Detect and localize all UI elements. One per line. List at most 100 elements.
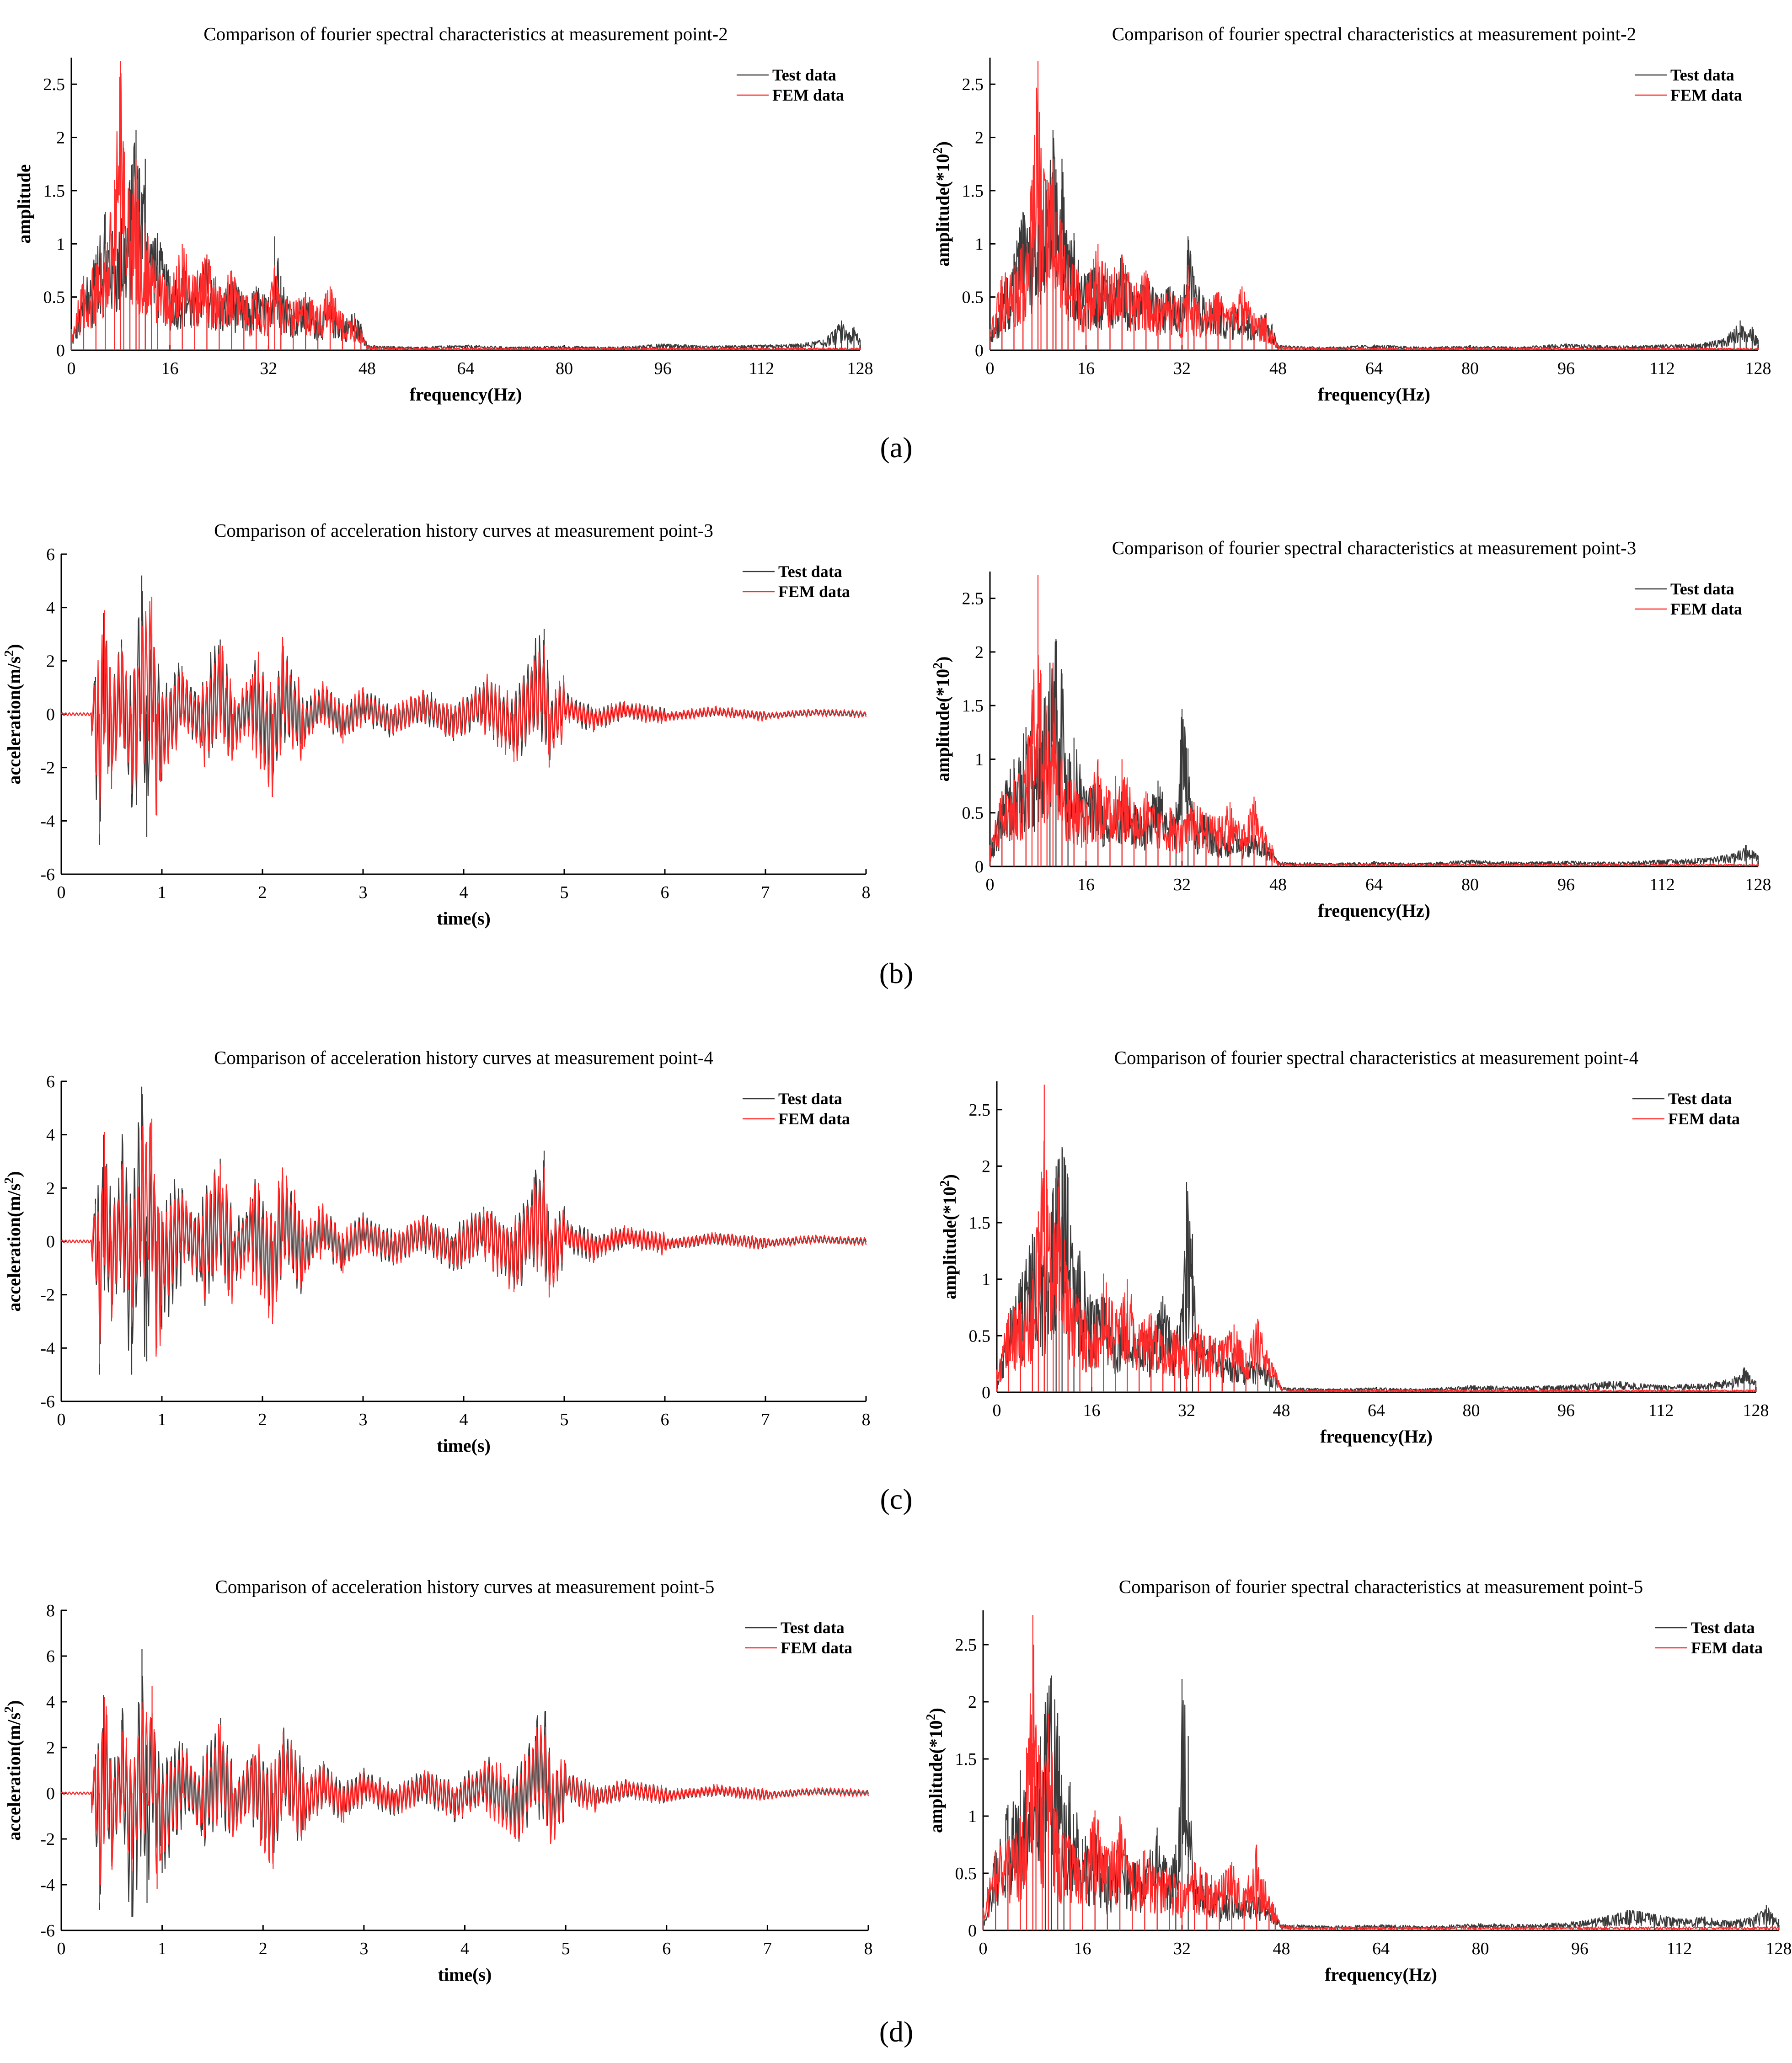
x-tick-label: 48 xyxy=(1269,359,1287,378)
x-tick-label: 112 xyxy=(1667,1939,1692,1958)
y-axis-label: amplitude xyxy=(14,164,34,243)
x-tick-label: 6 xyxy=(661,1410,669,1429)
x-tick-label: 64 xyxy=(457,359,475,378)
x-tick-label: 80 xyxy=(1472,1939,1489,1958)
chart-panel-1: Comparison of fourier spectral character… xyxy=(14,23,873,405)
x-tick-label: 48 xyxy=(1269,875,1287,894)
series-line-test xyxy=(70,142,861,350)
x-tick-label: 7 xyxy=(763,1939,772,1958)
x-tick-label: 16 xyxy=(1074,1939,1091,1958)
y-axis-label: acceleration(m/s2) xyxy=(2,1171,25,1311)
y-axis-label: amplitude(*102) xyxy=(938,1174,960,1299)
x-tick-label: 32 xyxy=(1173,875,1191,894)
chart-panel-5: Comparison of acceleration history curve… xyxy=(2,1047,871,1456)
legend-label: FEM data xyxy=(772,86,844,104)
y-tick-label: 2 xyxy=(975,128,984,148)
x-tick-label: 64 xyxy=(1372,1939,1390,1958)
x-tick-label: 5 xyxy=(562,1939,570,1958)
y-tick-label: 0.5 xyxy=(43,288,65,307)
y-tick-label: 0 xyxy=(46,1784,55,1803)
chart-title: Comparison of acceleration history curve… xyxy=(214,520,713,541)
x-tick-label: 16 xyxy=(1077,359,1095,378)
x-tick-label: 128 xyxy=(1766,1939,1792,1958)
chart-title: Comparison of acceleration history curve… xyxy=(214,1047,713,1068)
x-tick-label: 0 xyxy=(986,359,995,378)
y-tick-label: -2 xyxy=(40,1286,55,1305)
legend-label: Test data xyxy=(778,1090,842,1108)
x-tick-label: 48 xyxy=(1273,1939,1290,1958)
x-tick-label: 128 xyxy=(1745,359,1771,378)
x-tick-label: 112 xyxy=(1649,359,1675,378)
legend-label: FEM data xyxy=(778,1110,850,1128)
x-tick-label: 4 xyxy=(460,1939,469,1958)
y-tick-label: 2 xyxy=(982,1157,990,1176)
y-tick-label: 0 xyxy=(968,1921,977,1940)
series-line-fem xyxy=(61,601,867,815)
y-tick-label: 4 xyxy=(46,1693,55,1712)
x-tick-label: 4 xyxy=(460,883,468,902)
series-line-fem xyxy=(989,655,1759,866)
y-tick-label: 6 xyxy=(46,1647,55,1666)
x-tick-label: 80 xyxy=(1461,875,1479,894)
y-tick-label: 1.5 xyxy=(962,696,984,716)
x-tick-label: 2 xyxy=(259,1939,267,1958)
series-line-fem xyxy=(61,1122,867,1357)
x-tick-label: 0 xyxy=(57,1939,66,1958)
x-tick-label: 96 xyxy=(1557,875,1575,894)
x-tick-label: 96 xyxy=(1557,359,1575,378)
x-axis-label: frequency(Hz) xyxy=(410,384,522,405)
y-axis-label: amplitude(*102) xyxy=(931,656,953,781)
legend-label: Test data xyxy=(1691,1619,1755,1637)
y-tick-label: 2 xyxy=(975,643,984,662)
chart-panel-8: Comparison of fourier spectral character… xyxy=(924,1576,1792,1985)
y-tick-label: 2 xyxy=(968,1693,977,1712)
x-tick-label: 48 xyxy=(1273,1401,1290,1420)
y-tick-label: -4 xyxy=(40,1339,55,1358)
y-tick-label: -2 xyxy=(40,759,55,778)
chart-title: Comparison of fourier spectral character… xyxy=(203,23,727,44)
x-tick-label: 128 xyxy=(1743,1401,1769,1420)
x-tick-label: 3 xyxy=(359,1939,368,1958)
y-tick-label: 2 xyxy=(46,1179,55,1198)
chart-title: Comparison of fourier spectral character… xyxy=(1112,23,1636,44)
x-tick-label: 112 xyxy=(1649,875,1675,894)
x-axis-label: frequency(Hz) xyxy=(1325,1964,1437,1985)
chart-title: Comparison of fourier spectral character… xyxy=(1114,1047,1638,1068)
x-tick-label: 0 xyxy=(67,359,76,378)
y-axis-label: amplitude(*102) xyxy=(924,1708,947,1833)
x-tick-label: 64 xyxy=(1365,875,1383,894)
x-tick-label: 32 xyxy=(1173,359,1191,378)
x-axis-label: frequency(Hz) xyxy=(1318,384,1430,405)
x-tick-label: 3 xyxy=(359,883,368,902)
x-axis-label: time(s) xyxy=(438,1964,492,1985)
x-tick-label: 0 xyxy=(986,875,995,894)
x-tick-label: 48 xyxy=(358,359,376,378)
x-tick-label: 5 xyxy=(560,1410,569,1429)
x-tick-label: 80 xyxy=(556,359,573,378)
y-tick-label: 1 xyxy=(975,750,984,769)
y-tick-label: 0 xyxy=(56,341,65,360)
legend-label: FEM data xyxy=(1670,86,1742,104)
x-tick-label: 128 xyxy=(847,359,873,378)
y-tick-label: 2.5 xyxy=(962,75,984,94)
y-tick-label: 0 xyxy=(975,341,984,360)
x-tick-label: 112 xyxy=(1648,1401,1674,1420)
chart-title: Comparison of fourier spectral character… xyxy=(1112,537,1636,558)
subfigure-caption: (c) xyxy=(880,1483,912,1515)
x-tick-label: 32 xyxy=(260,359,277,378)
y-tick-label: 0.5 xyxy=(969,1326,991,1346)
y-tick-label: 2.5 xyxy=(955,1635,977,1655)
y-tick-label: 0.5 xyxy=(962,804,984,823)
x-tick-label: 6 xyxy=(662,1939,671,1958)
legend-label: Test data xyxy=(1670,66,1734,84)
chart-title: Comparison of fourier spectral character… xyxy=(1119,1576,1643,1597)
x-tick-label: 0 xyxy=(57,883,66,902)
x-tick-label: 32 xyxy=(1178,1401,1195,1420)
y-tick-label: 2.5 xyxy=(43,75,65,94)
x-axis-label: time(s) xyxy=(437,1435,491,1456)
series-line-fem xyxy=(990,87,1759,350)
x-axis-label: frequency(Hz) xyxy=(1318,900,1430,921)
y-tick-label: 0 xyxy=(46,1232,55,1251)
series-line-test xyxy=(61,1094,867,1357)
series-line-fem xyxy=(996,1140,1756,1392)
